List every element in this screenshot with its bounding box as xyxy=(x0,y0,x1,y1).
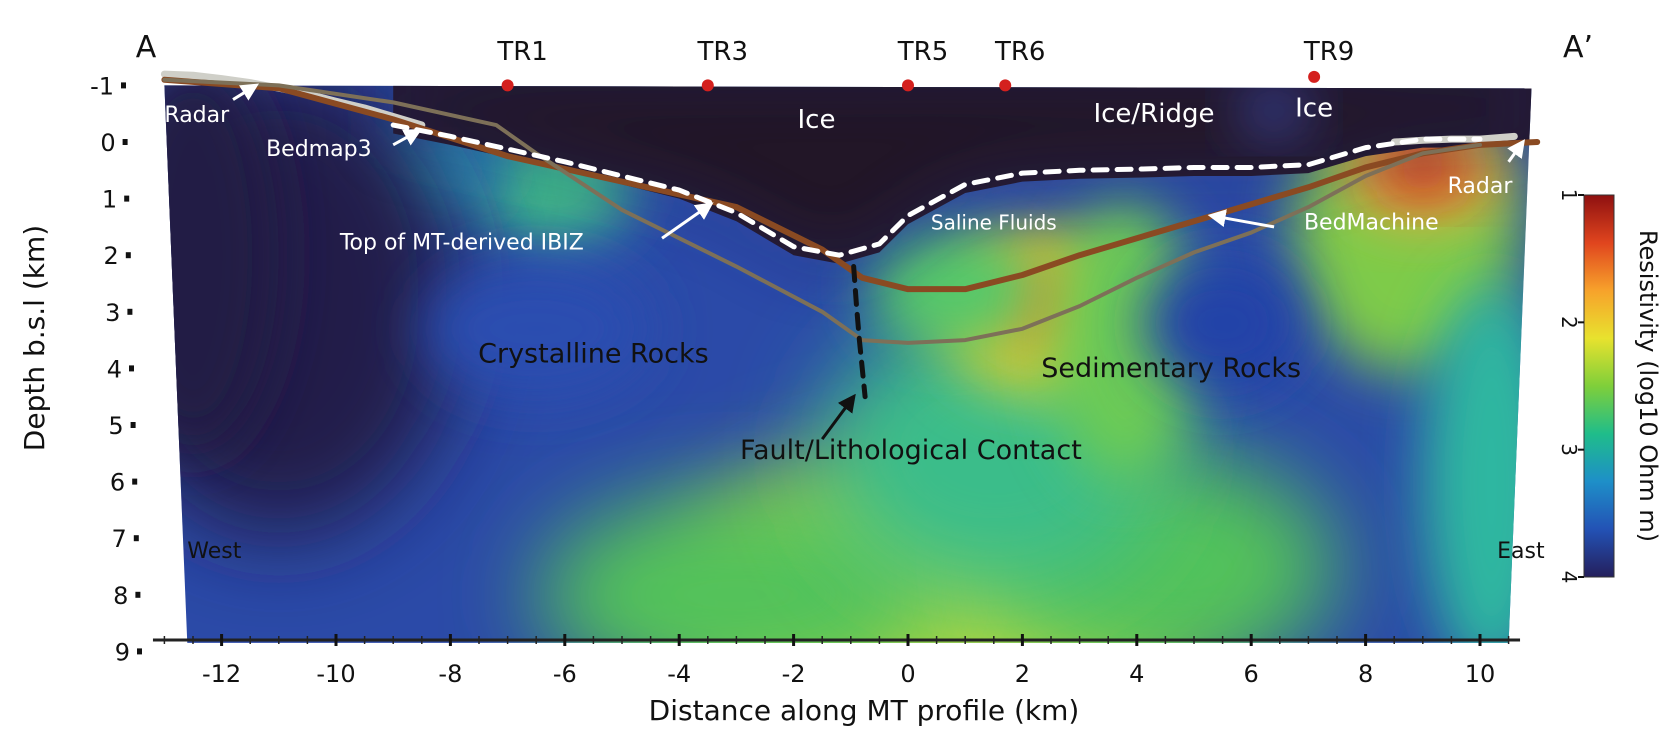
x-tick-label: 8 xyxy=(1358,660,1373,688)
colorbar-gradient xyxy=(1583,194,1615,578)
line-top-of-mt-derived-ibiz xyxy=(390,122,1483,258)
annotation-label: Bedmap3 xyxy=(266,137,371,162)
x-tick-label: 0 xyxy=(900,660,915,688)
ridge-zone xyxy=(1239,88,1309,134)
x-tick-label: -10 xyxy=(316,660,355,688)
region-label: Sedimentary Rocks xyxy=(1041,353,1301,384)
station-label: TR5 xyxy=(897,37,949,67)
y-tick-label: 9 xyxy=(115,638,130,666)
region-label: Ice/Ridge xyxy=(1093,99,1214,129)
station-label: TR3 xyxy=(697,37,749,67)
x-tick-label: 2 xyxy=(1015,660,1030,688)
colorbar-label: Resistivity (log10 Ohm m) xyxy=(1634,230,1662,542)
axes: Distance along MT profile (km) Depth b.s… xyxy=(18,30,1593,727)
resistivity-zone xyxy=(1422,283,1532,643)
y-tick xyxy=(124,195,130,202)
region-label: Crystalline Rocks xyxy=(478,339,709,370)
x-tick-label: -6 xyxy=(553,660,577,688)
annotation-label: BedMachine xyxy=(1304,211,1439,236)
region-label: East xyxy=(1497,539,1545,564)
y-tick xyxy=(135,591,141,598)
station-tr6 xyxy=(999,79,1012,92)
annotation-arrow xyxy=(232,83,259,101)
y-tick-label: 1 xyxy=(102,186,117,214)
x-tick-label: -4 xyxy=(667,660,691,688)
annotation-label: Radar xyxy=(1448,174,1514,199)
y-tick xyxy=(130,422,136,428)
y-tick xyxy=(127,308,133,315)
y-tick-label: 0 xyxy=(100,129,115,157)
resistivity-zone xyxy=(536,492,937,643)
colorbar-tick-label: 3 xyxy=(1557,443,1581,456)
y-tick-label: 3 xyxy=(105,299,120,327)
y-axis-label: Depth b.s.l (km) xyxy=(18,225,51,451)
colorbar-tick-label: 2 xyxy=(1557,316,1581,329)
station-markers: TR1 TR3 TR5 TR6 TR9 xyxy=(496,37,1355,92)
annotation-arrow xyxy=(1507,139,1526,163)
resistivity-zone xyxy=(421,260,651,397)
annotation-arrow xyxy=(392,128,423,147)
station-label: TR1 xyxy=(496,37,548,67)
y-tick-label: 5 xyxy=(108,412,123,440)
y-tick xyxy=(121,82,126,89)
region-label: Ice xyxy=(1295,94,1333,124)
station-tr3 xyxy=(701,79,714,92)
station-label: TR6 xyxy=(994,37,1046,67)
y-tick-label: -1 xyxy=(90,72,114,100)
annotation-arrow xyxy=(820,393,856,441)
y-tick xyxy=(137,648,142,655)
y-tick-label: 8 xyxy=(113,582,128,610)
station-tr9 xyxy=(1308,70,1321,83)
station-tr1 xyxy=(501,79,514,92)
annotation-arrow xyxy=(661,202,714,240)
x-tick-label: -2 xyxy=(782,660,806,688)
x-tick-label: -8 xyxy=(438,660,462,688)
y-tick-label: 2 xyxy=(104,242,119,270)
resistivity-zone xyxy=(1051,198,1200,482)
resistivity-zone xyxy=(164,85,279,454)
region-label: Saline Fluids xyxy=(931,211,1057,235)
x-tick-label: -12 xyxy=(202,660,241,688)
colorbar-tick-label: 1 xyxy=(1557,189,1581,202)
line-bedmachine xyxy=(162,77,1482,345)
y-tick-label: 7 xyxy=(112,525,127,553)
x-axis-label: Distance along MT profile (km) xyxy=(649,694,1080,727)
y-tick-label: 4 xyxy=(107,355,122,383)
colorbar: Resistivity (log10 Ohm m) 1 2 3 4 xyxy=(1557,189,1662,584)
annotation-arrow xyxy=(1207,209,1275,229)
annotation-label: Radar xyxy=(164,103,230,128)
region-label: Ice xyxy=(797,105,835,135)
station-label: TR9 xyxy=(1303,37,1355,67)
line-bedmap3 xyxy=(161,76,1541,293)
x-tick-label: 4 xyxy=(1129,660,1144,688)
resistivity-zone xyxy=(1142,255,1303,392)
x-tick-label: 10 xyxy=(1465,660,1496,688)
y-tick xyxy=(125,252,131,259)
y-tick xyxy=(133,535,139,542)
station-tr5 xyxy=(902,79,914,92)
annotations: Radar Bedmap3 Top of MT-derived IBIZ Radar B… xyxy=(164,83,1526,441)
x-tick-label: 6 xyxy=(1244,660,1259,688)
profile-end-label: A’ xyxy=(1563,30,1593,65)
region-labels: Ice Ice/Ridge Ice Saline Fluids Crystalline … xyxy=(187,94,1545,564)
y-tick xyxy=(122,139,128,145)
annotation-label: Top of MT-derived IBIZ xyxy=(339,231,584,256)
y-tick xyxy=(129,365,134,372)
profile-start-label: A xyxy=(136,30,157,65)
region-label: West xyxy=(187,539,241,564)
colorbar-tick-label: 4 xyxy=(1557,571,1581,584)
boundary-lines xyxy=(160,70,1541,400)
region-label: Fault/Lithological Contact xyxy=(740,435,1082,466)
y-tick-label: 6 xyxy=(110,469,125,497)
line-fault-lithological-contact xyxy=(851,264,868,400)
y-tick xyxy=(132,478,138,485)
